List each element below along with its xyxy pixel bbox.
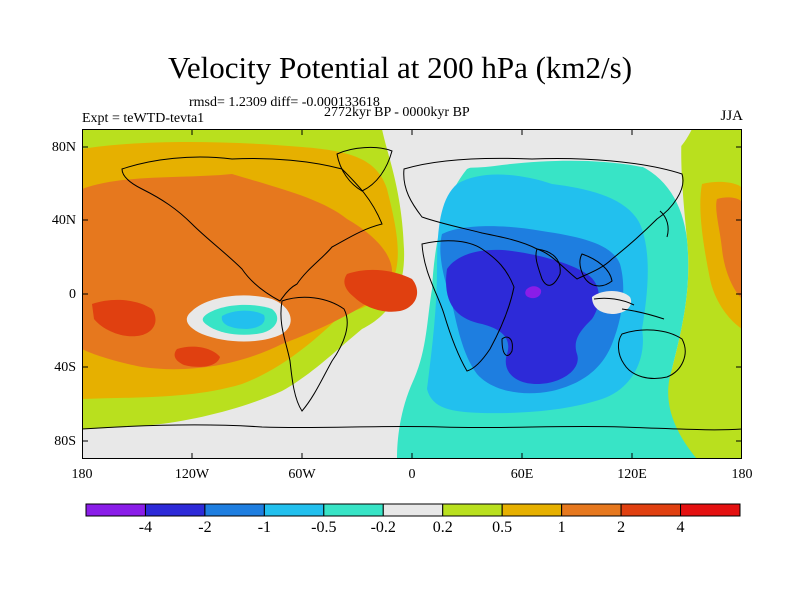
y-tick-label: 0 — [69, 287, 76, 302]
coastlines — [82, 146, 742, 431]
neutral-island-indonesia — [592, 291, 632, 314]
coast-europe-asia — [403, 157, 684, 280]
colorbar-swatch — [323, 503, 384, 517]
colorbar-swatch — [620, 503, 682, 517]
experiment-label: Expt = teWTD-tevta1 — [82, 111, 205, 126]
colorbar-swatch — [263, 503, 325, 517]
coast-indonesia — [593, 297, 665, 320]
coast-north-america — [121, 156, 383, 302]
colorbar-swatch — [85, 503, 146, 517]
colorbar-swatch — [382, 503, 444, 517]
positive-contour-2 — [82, 174, 393, 370]
x-tick-label: 60W — [288, 467, 316, 482]
y-tick-label: 40S — [54, 360, 76, 375]
x-tick-label: 180 — [71, 467, 93, 482]
y-tick-label: 40N — [51, 213, 76, 228]
colorbar-label: -2 — [198, 519, 212, 536]
map-title: Velocity Potential at 200 hPa (km2/s) — [167, 50, 633, 85]
tick-marks — [82, 129, 742, 459]
coast-australia — [618, 329, 686, 379]
colorbar-label: 1 — [557, 519, 566, 536]
x-tick-label: 0 — [408, 467, 416, 482]
positive-contour-4-west — [92, 299, 156, 337]
coast-antarctica — [82, 424, 742, 431]
negative-contour-2 — [446, 249, 599, 384]
negative-pocket-core — [221, 310, 265, 329]
contour-field — [82, 129, 742, 459]
y-tick-label: 80S — [54, 434, 76, 449]
coast-southeast-asia — [579, 253, 613, 287]
coast-south-america — [280, 296, 348, 412]
positive-contour-4-southwest — [174, 346, 220, 367]
colorbar-label: -4 — [138, 519, 153, 536]
colorbar — [85, 503, 741, 517]
colorbar-label: 0.2 — [432, 519, 453, 536]
negative-contour-4 — [525, 286, 542, 299]
colorbar-label: 4 — [676, 519, 685, 536]
x-tick-label: 120E — [617, 467, 647, 482]
colorbar-swatch — [204, 503, 265, 517]
coast-india — [535, 248, 561, 286]
y-tick-label: 80N — [51, 140, 76, 155]
colorbar-label: -0.5 — [311, 519, 337, 536]
neutral-contour-north — [402, 129, 692, 168]
colorbar-label: -1 — [257, 519, 272, 536]
colorbar-swatch — [561, 503, 622, 517]
x-tick-label: 60E — [510, 467, 534, 482]
map-plot — [82, 129, 742, 459]
stats-line: rmsd= 1.2309 diff= -0.000133618 — [189, 95, 380, 110]
coast-africa — [421, 240, 515, 372]
season-label: JJA — [720, 108, 743, 124]
period-label: 2772kyr BP - 0000kyr BP — [324, 105, 470, 120]
coast-madagascar — [501, 336, 513, 356]
colorbar-swatch — [442, 503, 503, 517]
positive-contour-4-atlantic — [344, 269, 418, 312]
x-tick-label: 120W — [174, 467, 210, 482]
colorbar-label: -0.2 — [370, 519, 396, 536]
colorbar-label: 0.5 — [492, 519, 513, 536]
colorbar-swatch — [680, 503, 741, 517]
colorbar-label: 2 — [617, 519, 626, 536]
positive-contour-east-2 — [716, 197, 742, 299]
coast-greenland — [336, 146, 393, 192]
colorbar-swatch — [144, 503, 206, 517]
colorbar-swatch — [501, 503, 563, 517]
coast-japan — [659, 210, 669, 238]
x-tick-label: 180 — [731, 467, 753, 482]
